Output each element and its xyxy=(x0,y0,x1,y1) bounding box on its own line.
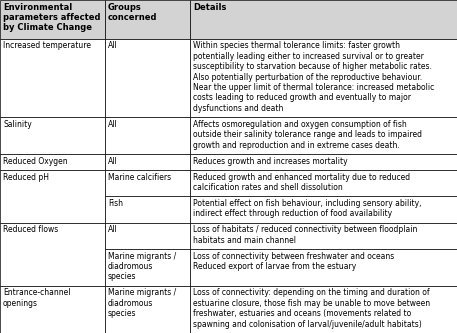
Text: Reduced pH: Reduced pH xyxy=(3,172,49,181)
Bar xyxy=(0,39,105,118)
Text: Potential effect on fish behaviour, including sensory ability,
indirect effect t: Potential effect on fish behaviour, incl… xyxy=(193,199,421,218)
Bar xyxy=(0,170,105,223)
Text: Fish: Fish xyxy=(108,199,123,208)
Bar xyxy=(105,170,190,196)
Text: Reduces growth and increases mortality: Reduces growth and increases mortality xyxy=(193,157,348,166)
Bar xyxy=(105,154,190,170)
Bar xyxy=(190,39,457,118)
Text: Environmental
parameters affected
by Climate Change: Environmental parameters affected by Cli… xyxy=(3,3,101,32)
Text: Increased temperature: Increased temperature xyxy=(3,41,91,51)
Bar xyxy=(0,223,105,286)
Bar xyxy=(190,286,457,333)
Bar xyxy=(105,249,190,286)
Text: Marine migrants /
diadromous
species: Marine migrants / diadromous species xyxy=(108,251,176,281)
Bar xyxy=(190,0,457,39)
Text: Marine migrants /
diadromous
species: Marine migrants / diadromous species xyxy=(108,288,176,318)
Text: Reduced growth and enhanced mortality due to reduced
calcification rates and she: Reduced growth and enhanced mortality du… xyxy=(193,172,410,192)
Bar xyxy=(105,223,190,249)
Bar xyxy=(190,249,457,286)
Text: Affects osmoregulation and oxygen consumption of fish
outside their salinity tol: Affects osmoregulation and oxygen consum… xyxy=(193,120,422,150)
Bar xyxy=(190,118,457,154)
Text: All: All xyxy=(108,157,118,166)
Text: Marine calcifiers: Marine calcifiers xyxy=(108,172,171,181)
Bar xyxy=(190,170,457,196)
Bar xyxy=(105,286,190,333)
Text: All: All xyxy=(108,225,118,234)
Bar xyxy=(190,196,457,223)
Text: Reduced flows: Reduced flows xyxy=(3,225,58,234)
Bar xyxy=(0,286,105,333)
Bar xyxy=(105,0,190,39)
Bar xyxy=(105,196,190,223)
Bar xyxy=(190,223,457,249)
Text: Within species thermal tolerance limits: faster growth
potentially leading eithe: Within species thermal tolerance limits:… xyxy=(193,41,434,113)
Text: Reduced Oxygen: Reduced Oxygen xyxy=(3,157,68,166)
Text: Entrance-channel
openings: Entrance-channel openings xyxy=(3,288,70,308)
Text: Groups
concerned: Groups concerned xyxy=(108,3,158,22)
Text: Loss of connectivity: depending on the timing and duration of
estuarine closure,: Loss of connectivity: depending on the t… xyxy=(193,288,430,329)
Bar xyxy=(0,118,105,154)
Bar xyxy=(105,39,190,118)
Text: All: All xyxy=(108,120,118,129)
Text: Details: Details xyxy=(193,3,226,12)
Text: All: All xyxy=(108,41,118,51)
Bar xyxy=(0,154,105,170)
Bar xyxy=(0,0,105,39)
Text: Salinity: Salinity xyxy=(3,120,32,129)
Bar xyxy=(105,118,190,154)
Bar xyxy=(190,154,457,170)
Text: Loss of habitats / reduced connectivity between floodplain
habitats and main cha: Loss of habitats / reduced connectivity … xyxy=(193,225,417,245)
Text: Loss of connectivity between freshwater and oceans
Reduced export of larvae from: Loss of connectivity between freshwater … xyxy=(193,251,394,271)
